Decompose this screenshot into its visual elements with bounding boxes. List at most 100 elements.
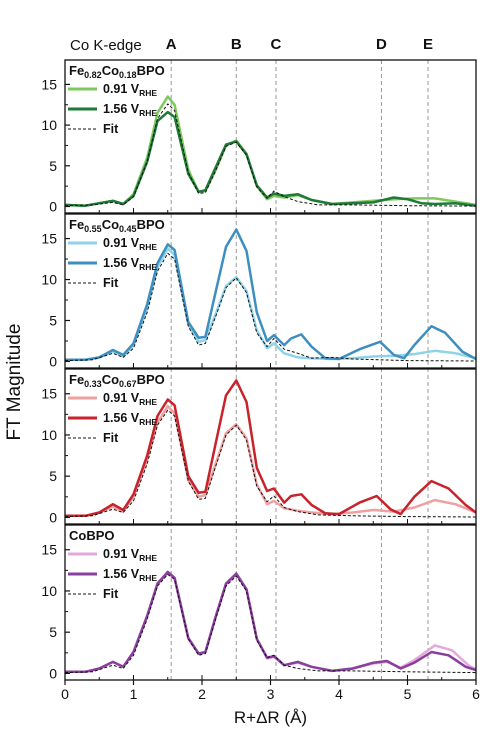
x-axis: 0 1 2 3 4 5 6: [61, 680, 480, 702]
panel-series-group: [65, 379, 476, 518]
x-tick-label: 0: [61, 686, 69, 702]
text-run: CoBPO: [69, 528, 115, 543]
panel-title: Fe0.33Co0.67BPO: [69, 372, 165, 389]
text-run: Co: [102, 217, 119, 232]
text-run: 0.91 V: [103, 236, 140, 250]
legend-label: 1.56 VRHE: [103, 102, 157, 118]
x-axis-label: R+ΔR (Å): [234, 708, 307, 727]
text-run: RHE: [139, 397, 157, 407]
y-axis-label: FT Magnitude: [4, 324, 25, 441]
panel-title: Fe0.82Co0.18BPO: [69, 63, 165, 80]
text-run: RHE: [139, 417, 157, 427]
y-ticks: 0 5 10 15: [41, 542, 70, 681]
series-line-1-56-v: [65, 379, 476, 518]
text-run: 0.67: [119, 379, 137, 389]
text-run: 1.56 V: [103, 567, 140, 581]
y-tick-label: 15: [41, 386, 57, 402]
legend-label: 0.91 VRHE: [103, 547, 157, 563]
legend-label: Fit: [103, 276, 119, 290]
y-ticks: 0 5 10 15: [41, 386, 70, 525]
marker-label-a: A: [166, 36, 177, 53]
text-run: 1.56 V: [103, 102, 140, 116]
legend-label: Fit: [103, 122, 119, 136]
y-tick-label: 0: [49, 198, 57, 214]
text-run: 0.91 V: [103, 82, 140, 96]
legend-label: 0.91 VRHE: [103, 236, 157, 252]
edge-label: Co K-edge: [70, 37, 142, 54]
y-tick-label: 15: [41, 76, 57, 92]
panel-series-group: [65, 570, 476, 674]
x-tick-label: 2: [198, 686, 206, 702]
text-run: RHE: [139, 262, 157, 272]
marker-label-e: E: [423, 36, 433, 53]
text-run: BPO: [137, 217, 165, 232]
marker-label-c: C: [271, 36, 282, 53]
series-line-fit: [65, 103, 476, 207]
series-line-fit: [65, 252, 476, 362]
text-run: Fe: [69, 217, 84, 232]
series-line-1-56-v: [65, 570, 476, 674]
panel-series-group: [65, 95, 476, 207]
text-run: 0.45: [119, 224, 137, 234]
text-run: Co: [102, 372, 119, 387]
legend-label: 1.56 VRHE: [103, 256, 157, 272]
text-run: Fit: [103, 276, 119, 290]
y-tick-label: 10: [41, 427, 57, 443]
legend-label: 0.91 VRHE: [103, 391, 157, 407]
text-run: 1.56 V: [103, 256, 140, 270]
series-line-0-91-v: [65, 404, 476, 518]
text-run: RHE: [139, 242, 157, 252]
y-tick-label: 0: [49, 509, 57, 525]
text-run: Fit: [103, 587, 119, 601]
y-ticks: 0 5 10 15: [41, 76, 70, 214]
text-run: 0.91 V: [103, 391, 140, 405]
text-run: 1.56 V: [103, 411, 140, 425]
marker-label-d: D: [376, 36, 387, 53]
x-tick-label: 5: [404, 686, 412, 702]
text-run: Fe: [69, 372, 84, 387]
text-run: RHE: [139, 553, 157, 563]
marker-label-b: B: [231, 36, 242, 53]
text-run: Co: [102, 63, 119, 78]
legend-label: 1.56 VRHE: [103, 411, 157, 427]
text-run: RHE: [139, 88, 157, 98]
series-line-fit: [65, 409, 476, 518]
text-run: Fit: [103, 122, 119, 136]
y-ticks: 0 5 10 15: [41, 231, 70, 369]
legend-label: Fit: [103, 587, 119, 601]
text-run: BPO: [137, 372, 165, 387]
text-run: RHE: [139, 573, 157, 583]
text-run: Fe: [69, 63, 84, 78]
y-tick-label: 0: [49, 665, 57, 681]
text-run: BPO: [137, 63, 165, 78]
text-run: RHE: [139, 108, 157, 118]
series-line-1-56-v: [65, 228, 476, 362]
text-run: 0.33: [84, 379, 102, 389]
y-tick-label: 10: [41, 583, 57, 599]
y-tick-label: 15: [41, 542, 57, 558]
y-tick-label: 0: [49, 353, 57, 369]
x-tick-label: 6: [472, 686, 480, 702]
text-run: 0.91 V: [103, 547, 140, 561]
y-tick-label: 10: [41, 272, 57, 288]
y-tick-label: 5: [49, 158, 57, 174]
series-line-1-56-v: [65, 110, 476, 207]
panel-title: CoBPO: [69, 528, 115, 543]
x-tick-label: 1: [130, 686, 138, 702]
panel-title: Fe0.55Co0.45BPO: [69, 217, 165, 234]
text-run: Fit: [103, 431, 119, 445]
y-tick-label: 15: [41, 231, 57, 247]
y-tick-label: 5: [49, 468, 57, 484]
text-run: 0.82: [84, 70, 102, 80]
y-tick-label: 5: [49, 624, 57, 640]
legend-label: 0.91 VRHE: [103, 82, 157, 98]
series-line-fit: [65, 574, 476, 674]
